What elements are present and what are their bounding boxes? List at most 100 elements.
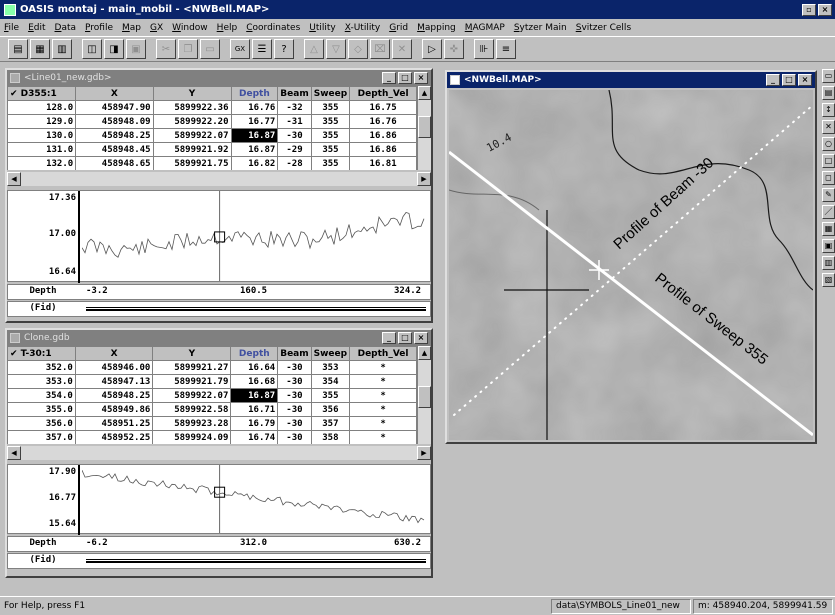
stop-icon[interactable]: ≡	[496, 39, 516, 59]
column-header-sweep[interactable]: Sweep	[310, 86, 351, 101]
save-database-icon[interactable]: ▥	[52, 39, 72, 59]
column-header-beam[interactable]: Beam	[277, 346, 312, 361]
tool-export-icon[interactable]: ▥	[822, 256, 835, 270]
menu-file[interactable]: File	[4, 22, 20, 33]
table-cell[interactable]: *	[349, 388, 417, 403]
pan-icon[interactable]: ✜	[444, 39, 464, 59]
zoom-in-icon[interactable]: △	[304, 39, 324, 59]
column-header-depth[interactable]: Depth	[230, 86, 279, 101]
close-button[interactable]: ×	[414, 72, 428, 84]
table-cell[interactable]: 355	[310, 128, 351, 143]
table-row[interactable]: 353.0 458947.13 5899921.79 16.68 -30 354 *	[7, 374, 417, 389]
scrollbar-thumb[interactable]	[418, 386, 431, 408]
tool-print-icon[interactable]: ▣	[822, 239, 835, 253]
help-pointer-icon[interactable]: ?	[274, 39, 294, 59]
tool-layer-icon[interactable]: ▦	[822, 222, 835, 236]
table-row[interactable]: 354.0 458948.25 5899922.07 16.87 -30 355 *	[7, 388, 417, 403]
table-cell[interactable]: 353	[310, 360, 351, 375]
table-cell[interactable]: 5899921.75	[152, 156, 232, 170]
table-cell[interactable]: 458952.25	[74, 430, 154, 444]
table-cell[interactable]: 16.75	[349, 100, 417, 115]
table-cell[interactable]: 356	[310, 402, 351, 417]
close-button[interactable]: ×	[798, 74, 812, 86]
table-cell[interactable]: 16.74	[230, 430, 279, 444]
horizontal-scrollbar[interactable]: ◀ ▶	[7, 446, 431, 460]
menu-window[interactable]: Window	[172, 22, 208, 33]
table-cell[interactable]: 458947.90	[75, 100, 154, 115]
save-map-icon[interactable]: ▣	[126, 39, 146, 59]
row-fid-cell[interactable]: 356.0	[7, 416, 76, 431]
tool-measure-icon[interactable]: ✕	[822, 120, 835, 134]
table-cell[interactable]: 354	[310, 374, 351, 389]
tool-edit-icon[interactable]: ✎	[822, 188, 835, 202]
table-cell[interactable]: 458947.13	[74, 374, 154, 389]
scrollbar-thumb[interactable]	[418, 116, 431, 138]
close-button[interactable]: ×	[414, 332, 428, 344]
table-cell[interactable]: *	[349, 416, 417, 431]
table-cell[interactable]: 16.71	[230, 402, 279, 417]
vertical-scrollbar[interactable]: ▲	[417, 346, 431, 444]
table-cell[interactable]: 16.77	[230, 114, 279, 129]
play-icon[interactable]: ⊪	[474, 39, 494, 59]
table-row[interactable]: 357.0 458952.25 5899924.09 16.74 -30 358 *	[7, 430, 417, 444]
menu-utility[interactable]: Utility	[309, 22, 336, 33]
maximize-button[interactable]: □	[398, 332, 412, 344]
table-cell[interactable]: 458948.09	[75, 114, 154, 129]
zoom-fit-icon[interactable]: ◇	[348, 39, 368, 59]
row-fid-cell[interactable]: 129.0	[7, 114, 77, 129]
menu-mapping[interactable]: Mapping	[417, 22, 456, 33]
tool-select-icon[interactable]: ▭	[822, 69, 835, 83]
tool-polygon-icon[interactable]: ◻	[822, 171, 835, 185]
table-cell[interactable]: 16.87	[230, 128, 279, 143]
menu-coordinates[interactable]: Coordinates	[246, 22, 301, 33]
table-cell[interactable]: 16.64	[230, 360, 279, 375]
column-header-depth-vel[interactable]: Depth_Vel	[349, 86, 417, 101]
table-cell[interactable]: 458949.86	[74, 402, 154, 417]
tool-rect-icon[interactable]: □	[822, 154, 835, 168]
row-fid-cell[interactable]: 132.0	[7, 156, 77, 170]
table-cell[interactable]: 355	[310, 114, 351, 129]
open-database-icon[interactable]: ▦	[30, 39, 50, 59]
table-cell[interactable]: 16.81	[349, 156, 417, 170]
table-cell[interactable]: *	[349, 360, 417, 375]
table-cell[interactable]: 458948.45	[75, 142, 154, 157]
table-cell[interactable]: 5899922.36	[152, 100, 232, 115]
tool-line-icon[interactable]: ／	[822, 205, 835, 219]
table-cell[interactable]: 16.79	[230, 416, 279, 431]
table-cell[interactable]: 458948.65	[75, 156, 154, 170]
profile-view[interactable]: 17.36 17.00 16.64	[7, 190, 431, 283]
menu-gx[interactable]: GX	[150, 22, 164, 33]
table-cell[interactable]: 16.76	[349, 114, 417, 129]
table-cell[interactable]: 458948.25	[74, 388, 154, 403]
column-header-y[interactable]: Y	[152, 86, 232, 101]
table-cell[interactable]: 358	[310, 430, 351, 444]
table-row[interactable]: 131.0 458948.45 5899921.92 16.87 -29 355 16.86	[7, 142, 417, 157]
table-cell[interactable]: 16.86	[349, 128, 417, 143]
table-cell[interactable]: -32	[277, 100, 312, 115]
menu-magmap[interactable]: MAGMAP	[464, 22, 505, 33]
row-fid-cell[interactable]: 131.0	[7, 142, 77, 157]
copy-icon[interactable]: ❐	[178, 39, 198, 59]
row-fid-cell[interactable]: 354.0	[7, 388, 76, 403]
table-cell[interactable]: 16.87	[230, 142, 279, 157]
table-cell[interactable]: 355	[310, 156, 351, 170]
table-cell[interactable]: -30	[277, 388, 312, 403]
table-row[interactable]: 356.0 458951.25 5899923.28 16.79 -30 357 *	[7, 416, 417, 431]
line-label[interactable]: ✔ D355:1	[7, 86, 77, 101]
table-cell[interactable]: -30	[277, 360, 312, 375]
table-cell[interactable]: -30	[277, 416, 312, 431]
map-canvas[interactable]: 10.4 Profile of Beam -30 Profile of Swee…	[449, 90, 813, 440]
table-cell[interactable]: 355	[310, 100, 351, 115]
table-cell[interactable]: -30	[277, 374, 312, 389]
menu-x-utility[interactable]: X-Utility	[344, 22, 381, 33]
table-cell[interactable]: 16.82	[230, 156, 279, 170]
tool-circle-icon[interactable]: ○	[822, 137, 835, 151]
menu-sytzer-main[interactable]: Sytzer Main	[513, 22, 567, 33]
table-cell[interactable]: 16.76	[230, 100, 279, 115]
table-cell[interactable]: 5899922.07	[152, 128, 232, 143]
maximize-button[interactable]: □	[782, 74, 796, 86]
table-cell[interactable]: *	[349, 402, 417, 417]
row-fid-cell[interactable]: 130.0	[7, 128, 77, 143]
table-cell[interactable]: 16.86	[349, 142, 417, 157]
column-header-sweep[interactable]: Sweep	[310, 346, 351, 361]
